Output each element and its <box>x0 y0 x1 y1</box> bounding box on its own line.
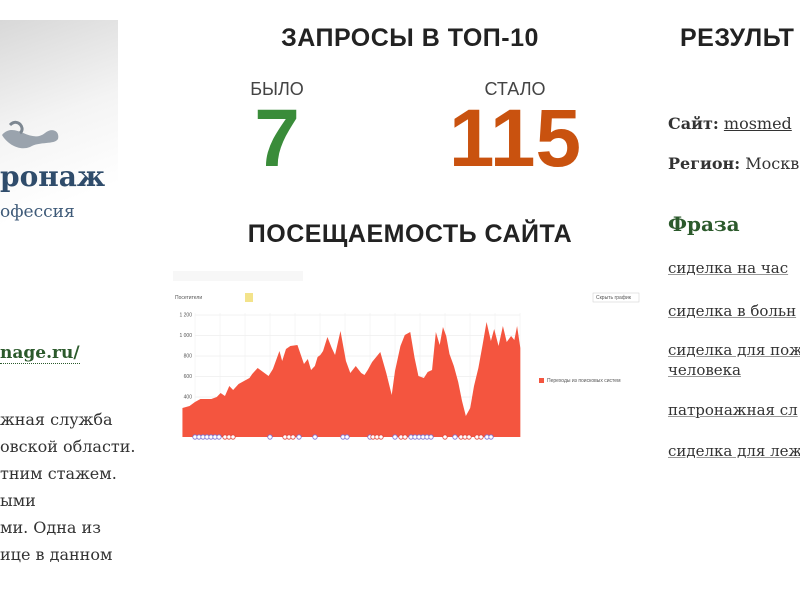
traffic-area <box>182 322 521 437</box>
site-value[interactable]: mosmed <box>723 114 792 133</box>
y-tick-label: 800 <box>184 354 193 360</box>
description-line: овской области. <box>0 437 136 456</box>
description-line: ми. Одна из <box>0 518 101 537</box>
description-line: жная служба <box>0 410 113 429</box>
marker <box>488 434 494 440</box>
traffic-title: ПОСЕЩАЕМОСТЬ САЙТА <box>247 220 573 248</box>
logo-subtitle: офессия <box>0 202 75 222</box>
filter-bar <box>173 271 303 281</box>
region-label: Регион: <box>668 154 741 173</box>
phrase[interactable]: сиделка для пож <box>668 341 800 359</box>
before-value: 7 <box>254 93 300 184</box>
hide-button-label: Скрыть график <box>596 295 632 301</box>
marker <box>312 434 318 440</box>
marker <box>267 434 273 440</box>
description-line: тним стажем. <box>0 464 117 483</box>
marker <box>442 434 448 440</box>
site-link[interactable]: nage.ru/ <box>0 343 80 364</box>
event-markers <box>192 434 494 440</box>
site-row: Сайт: mosmed <box>668 114 792 133</box>
after-value: 115 <box>448 93 582 184</box>
top10-title: ЗАПРОСЫ В ТОП-10 <box>281 24 539 52</box>
y-tick-label: 1 000 <box>179 333 192 339</box>
y-tick-label: 400 <box>184 395 193 401</box>
phrase[interactable]: человека <box>668 361 741 379</box>
description-line: ыми <box>0 491 36 510</box>
region-row: Регион: Москв <box>668 154 799 173</box>
phrase[interactable]: сиделка на час <box>668 259 789 277</box>
marker <box>392 434 398 440</box>
before-label: БЫЛО <box>250 79 304 99</box>
logo-background <box>0 20 118 235</box>
y-tick-label: 600 <box>184 374 193 380</box>
after-label: СТАЛО <box>484 79 546 99</box>
phrase[interactable]: сиделка в больн <box>668 302 797 320</box>
phrase[interactable]: патронажная сл <box>668 401 798 419</box>
tab-label: Посетители <box>175 295 202 301</box>
marker <box>296 434 302 440</box>
y-tick-label: 1 200 <box>179 313 192 319</box>
toolbar-button <box>245 293 253 302</box>
traffic-screenshot: Посетители Скрыть график 1 200 1 000 800 60… <box>165 265 645 447</box>
description-line: ице в данном <box>0 545 113 564</box>
marker <box>216 434 222 440</box>
marker <box>466 434 472 440</box>
marker <box>230 434 236 440</box>
marker <box>402 434 408 440</box>
legend-swatch <box>539 378 544 383</box>
phrase[interactable]: сиделка для леж <box>668 442 800 460</box>
marker <box>452 434 458 440</box>
region-value: Москв <box>745 154 800 173</box>
marker <box>478 434 484 440</box>
marker <box>344 434 350 440</box>
marker <box>428 434 434 440</box>
logo-title: ронаж <box>0 160 106 193</box>
legend-label: Переходы из поисковых систем <box>547 378 621 384</box>
results-title: РЕЗУЛЬТ <box>680 24 795 52</box>
marker <box>378 434 384 440</box>
logo-ornament <box>2 120 59 149</box>
marker <box>290 434 296 440</box>
hide-button[interactable] <box>592 292 640 303</box>
phrase-header: Фраза <box>668 212 740 236</box>
site-label: Сайт: <box>668 114 719 133</box>
